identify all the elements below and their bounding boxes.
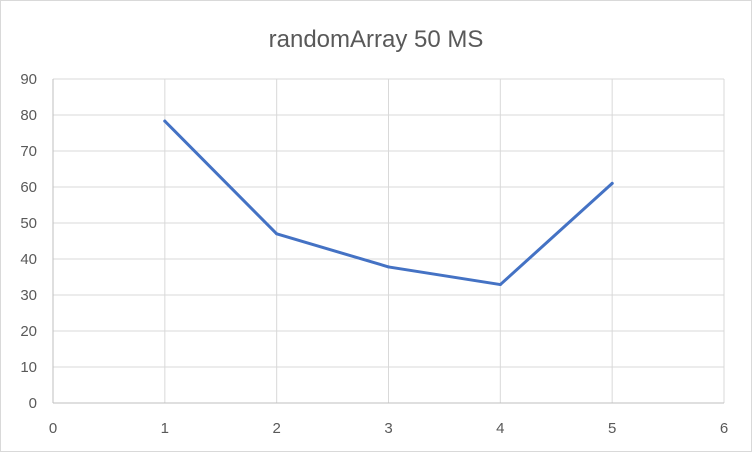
- y-tick-label: 50: [20, 215, 37, 232]
- gridlines: [53, 78, 725, 403]
- y-axis-tick-labels: 0 10 20 30 40 50 60 70 80 90: [20, 71, 37, 412]
- y-tick-label: 10: [20, 359, 37, 376]
- x-tick-label: 6: [720, 420, 728, 437]
- axes: [52, 79, 724, 404]
- series-layer: [163, 119, 614, 287]
- y-tick-label: 30: [20, 287, 37, 304]
- data-point: [275, 232, 279, 236]
- x-axis-tick-labels: 0 1 2 3 4 5 6: [49, 420, 728, 437]
- y-tick-label: 0: [29, 395, 37, 412]
- x-tick-label: 4: [496, 420, 504, 437]
- chart-title: randomArray 50 MS: [269, 26, 484, 53]
- x-tick-label: 3: [384, 420, 392, 437]
- y-tick-label: 40: [20, 251, 37, 268]
- x-tick-label: 2: [272, 420, 280, 437]
- y-tick-label: 90: [20, 71, 37, 88]
- x-tick-label: 0: [49, 420, 57, 437]
- data-point: [610, 181, 614, 185]
- y-tick-label: 80: [20, 107, 37, 124]
- y-tick-label: 20: [20, 323, 37, 340]
- y-tick-label: 70: [20, 143, 37, 160]
- data-point: [163, 119, 167, 123]
- data-point: [498, 283, 502, 287]
- x-tick-label: 5: [608, 420, 616, 437]
- x-tick-label: 1: [161, 420, 169, 437]
- y-tick-label: 60: [20, 179, 37, 196]
- data-point: [387, 265, 390, 269]
